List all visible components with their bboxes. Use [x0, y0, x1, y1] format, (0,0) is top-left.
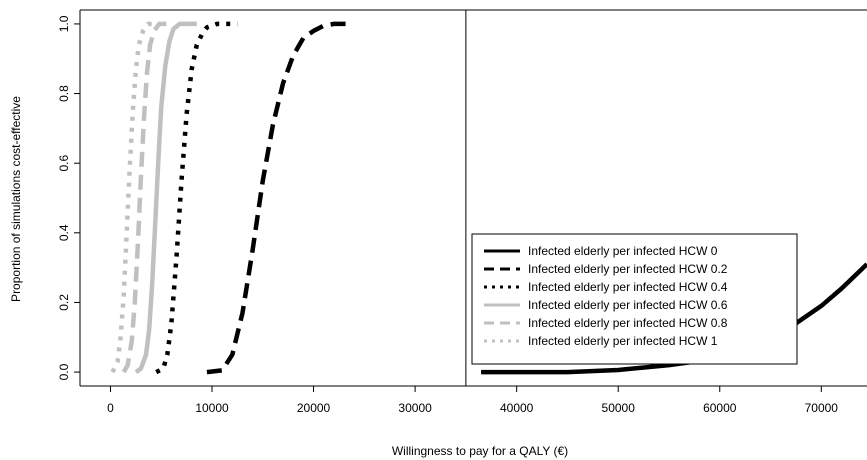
legend-label: Infected elderly per infected HCW 1 — [528, 334, 718, 348]
x-tick-label: 0 — [107, 401, 114, 415]
y-tick-label: 0.0 — [57, 363, 71, 380]
x-tick-label: 10000 — [195, 401, 229, 415]
series-line-4 — [121, 21, 167, 374]
x-tick-label: 70000 — [805, 401, 839, 415]
y-tick-label: 0.2 — [57, 294, 71, 311]
y-tick-label: 1.0 — [57, 15, 71, 32]
series-line-3 — [134, 21, 197, 374]
series-line-1 — [206, 21, 350, 375]
x-tick-label: 60000 — [703, 401, 737, 415]
y-tick-label: 0.8 — [57, 85, 71, 102]
x-tick-label: 40000 — [500, 401, 534, 415]
legend-label: Infected elderly per infected HCW 0.4 — [528, 280, 728, 294]
x-tick-label: 20000 — [297, 401, 331, 415]
legend-label: Infected elderly per infected HCW 0.8 — [528, 316, 728, 330]
series-line-5 — [110, 21, 157, 374]
legend-label: Infected elderly per infected HCW 0.2 — [528, 262, 728, 276]
legend-label: Infected elderly per infected HCW 0.6 — [528, 298, 728, 312]
legend-label: Infected elderly per infected HCW 0 — [528, 244, 718, 258]
x-axis-title: Willingness to pay for a QALY (€) — [392, 444, 568, 458]
series-line-2 — [155, 21, 238, 375]
legend-box — [471, 233, 798, 365]
y-tick-label: 0.6 — [57, 155, 71, 172]
x-tick-label: 30000 — [398, 401, 432, 415]
y-axis-title: Proportion of simulations cost-effective — [9, 96, 23, 302]
y-tick-label: 0.4 — [57, 224, 71, 241]
x-tick-label: 50000 — [602, 401, 636, 415]
